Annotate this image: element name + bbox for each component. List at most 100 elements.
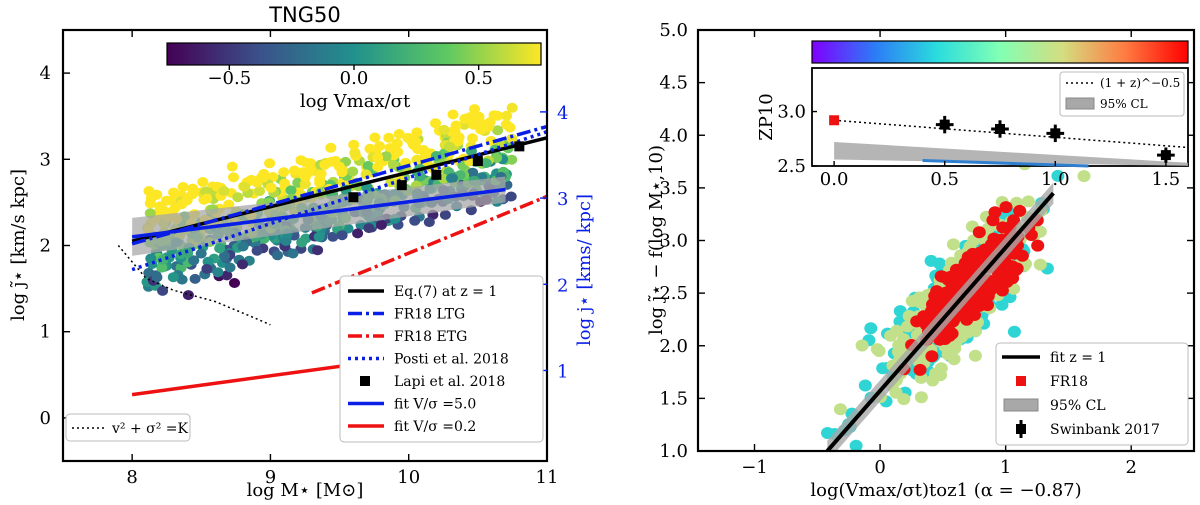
- legend-label: FR18 ETG: [394, 329, 467, 345]
- lightgreen-point: [889, 386, 903, 399]
- scatter-point: [466, 133, 478, 144]
- inset-x-tick-label: 0.5: [930, 169, 959, 190]
- inset-x-tick-label: 0.0: [820, 169, 849, 190]
- right-legend: fit z = 1 FR18 95% CL Swinbank 2017: [995, 342, 1189, 446]
- right-y-label: log j̃⋆ − f(log M⋆,10): [646, 145, 667, 335]
- FR18-point: [913, 363, 927, 376]
- scatter-point: [430, 118, 441, 129]
- series-line: [131, 130, 547, 272]
- legend-label: fit V/σ =0.2: [394, 419, 476, 435]
- left-y-label: log j̃⋆ [km/s kpc]: [8, 169, 29, 321]
- cyan-point: [1051, 169, 1065, 182]
- scatter-point: [319, 159, 331, 170]
- scatter-point: [288, 165, 300, 176]
- y-tick-label: 3.5: [659, 178, 688, 199]
- FR18-point: [984, 240, 998, 253]
- scatter-point: [239, 181, 250, 192]
- lightgreen-point: [893, 343, 907, 356]
- FR18-point: [1007, 214, 1021, 227]
- left-legend-energy: v² + σ² =K: [65, 413, 191, 442]
- inset-curve: [834, 119, 1189, 149]
- legend-marker: [360, 376, 370, 386]
- scatter-point: [383, 132, 395, 143]
- cyan-point: [858, 379, 872, 392]
- scatter-point: [195, 248, 207, 259]
- scatter-point: [418, 145, 430, 155]
- scatter-point: [156, 262, 168, 273]
- scatter-point: [197, 177, 209, 187]
- colorbar-tick-label: 0.0: [340, 68, 369, 89]
- legend-label: fit V/σ =5.0: [394, 397, 476, 413]
- scatter-point: [254, 186, 265, 197]
- scatter-point: [504, 122, 516, 133]
- scatter-point: [505, 191, 517, 202]
- FR18-point: [999, 201, 1013, 214]
- legend-box: [65, 413, 191, 442]
- y-tick-label: 2.0: [659, 336, 688, 357]
- scatter-point: [285, 185, 297, 196]
- legend-marker: [1016, 376, 1026, 386]
- legend-label: 95% CL: [1050, 398, 1106, 414]
- scatter-point: [177, 182, 189, 192]
- fit-line: [825, 191, 1055, 451]
- FR18-point: [1003, 259, 1017, 272]
- scatter-point: [214, 243, 226, 254]
- FR18-point: [915, 313, 929, 326]
- scatter-point: [447, 173, 458, 184]
- legend-label: Eq.(7) at z = 1: [394, 284, 497, 300]
- scatter-point: [219, 250, 230, 261]
- x-tick-label: 0: [874, 457, 885, 478]
- scatter-point: [201, 193, 213, 204]
- series-line: [131, 187, 506, 239]
- scatter-point: [327, 231, 339, 242]
- scatter-point: [452, 136, 464, 147]
- scatter-point: [264, 158, 276, 169]
- cyan-point: [995, 298, 1009, 311]
- scatter-point: [439, 209, 451, 220]
- scatter-point: [325, 142, 337, 153]
- FR18-point: [1013, 204, 1027, 217]
- lapi-point: [472, 156, 483, 167]
- scatter-point: [349, 147, 361, 158]
- scatter-point: [375, 220, 387, 230]
- swinbank-point: [1050, 128, 1061, 139]
- series-line: [311, 194, 547, 295]
- scatter-point: [352, 228, 364, 239]
- scatter-point: [488, 110, 500, 121]
- FR18-point: [995, 284, 1009, 297]
- scatter-point: [467, 167, 479, 178]
- legend-label: v² + σ² =K: [111, 421, 189, 437]
- series-line: [117, 245, 271, 326]
- right-y-tick-label: 2: [557, 275, 568, 296]
- scatter-point: [348, 139, 360, 150]
- y-tick-label: 1.0: [659, 441, 688, 462]
- scatter-point: [232, 192, 244, 203]
- scatter-point: [168, 187, 180, 198]
- lapi-point: [514, 141, 525, 152]
- scatter-point: [506, 154, 518, 165]
- cyan-point: [924, 254, 938, 267]
- inset-x-tick-label: 1.0: [1041, 169, 1070, 190]
- scatter-point: [157, 285, 169, 296]
- inset-y-tick-label: 3.0: [777, 102, 806, 123]
- lightgreen-point: [833, 403, 847, 416]
- scatter-point: [272, 250, 283, 261]
- scatter-point: [251, 175, 263, 186]
- series-line: [131, 124, 547, 246]
- scatter-point: [393, 129, 405, 139]
- FR18-point: [986, 214, 1000, 227]
- scatter-point: [176, 199, 188, 210]
- scatter-point: [161, 195, 172, 206]
- x-tick-label: 11: [536, 467, 559, 488]
- scatter-point: [336, 230, 348, 241]
- scatter-point: [237, 259, 248, 270]
- inset-fr18-point: [829, 115, 840, 126]
- scatter-point: [267, 172, 279, 182]
- scatter-point: [189, 273, 201, 284]
- scatter-point: [409, 215, 421, 226]
- scatter-point: [372, 161, 384, 172]
- scatter-point: [423, 217, 435, 228]
- legend-label: FR18: [1050, 374, 1088, 390]
- swinbank-point: [995, 123, 1005, 134]
